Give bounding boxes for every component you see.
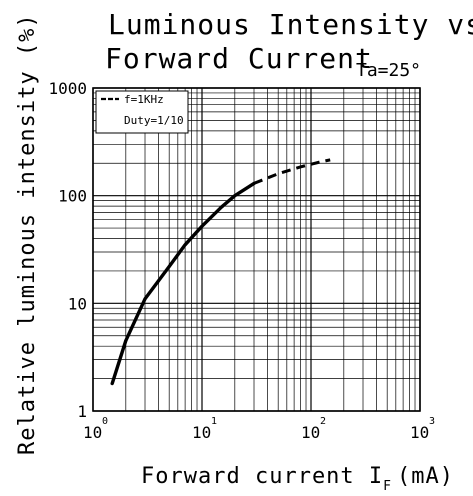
y-tick-label: 1000 xyxy=(48,79,87,98)
y-tick-label: 100 xyxy=(58,187,87,206)
plot-frame xyxy=(92,87,421,412)
chart-title-line1: Luminous Intensity vs xyxy=(108,8,473,41)
x-tick-label: 10 xyxy=(301,423,320,442)
legend-duty: Duty=1/10 xyxy=(124,114,184,127)
y-tick-label: 1 xyxy=(77,402,87,421)
plot-grid xyxy=(92,87,421,412)
x-axis-label-main: Forward current I xyxy=(141,464,383,489)
series-solid-line xyxy=(110,181,256,386)
x-tick-exponent: 0 xyxy=(102,416,108,427)
series-dashed-line xyxy=(253,158,331,185)
chart-condition: Ta=25° xyxy=(356,60,421,81)
x-axis-label: Forward current IF (mA) xyxy=(141,464,454,494)
x-tick-exponent: 2 xyxy=(320,416,326,427)
y-axis-label: Relative luminous intensity (%) xyxy=(15,13,40,455)
x-axis-label-unit: (mA) xyxy=(397,464,454,489)
x-tick-label: 10 xyxy=(83,423,102,442)
x-tick-exponent: 1 xyxy=(211,416,217,427)
chart-title-line2: Forward Current xyxy=(105,42,373,75)
x-tick-label: 10 xyxy=(410,423,429,442)
legend-freq: f=1KHz xyxy=(124,93,164,106)
x-tick-exponent: 3 xyxy=(429,416,435,427)
y-tick-label: 10 xyxy=(68,294,87,313)
x-tick-label: 10 xyxy=(192,423,211,442)
y-tick-labels: 1 10 100 1000 xyxy=(48,79,87,421)
legend: f=1KHz Duty=1/10 xyxy=(95,90,189,134)
x-axis-label-sub: F xyxy=(383,479,392,494)
